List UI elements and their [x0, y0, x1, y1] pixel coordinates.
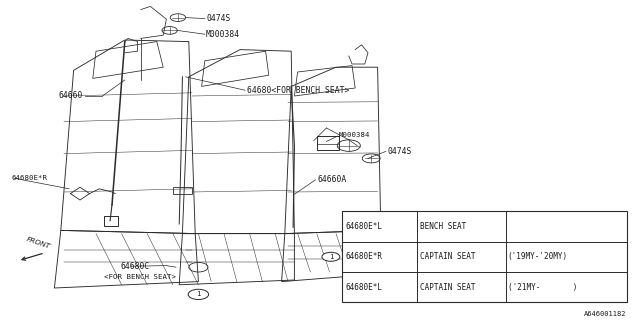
Bar	[317, 136, 339, 150]
Text: BENCH SEAT: BENCH SEAT	[420, 222, 467, 231]
Text: ('19MY-'20MY): ('19MY-'20MY)	[508, 252, 568, 261]
Text: 1: 1	[196, 292, 201, 297]
Text: CAPTAIN SEAT: CAPTAIN SEAT	[420, 283, 476, 292]
Text: 64680E*R: 64680E*R	[12, 175, 47, 181]
Bar	[342, 211, 627, 302]
Text: ('21MY-       ): ('21MY- )	[508, 283, 577, 292]
Bar	[104, 216, 118, 226]
Text: 64660A: 64660A	[317, 175, 347, 184]
Text: <FOR BENCH SEAT>: <FOR BENCH SEAT>	[104, 275, 175, 280]
Circle shape	[322, 252, 340, 261]
Bar	[173, 187, 192, 194]
Text: 64680E*R: 64680E*R	[346, 252, 383, 261]
Text: 64660: 64660	[59, 92, 83, 100]
Text: M000384: M000384	[206, 30, 240, 39]
Text: FRONT: FRONT	[26, 236, 51, 250]
Text: A646001182: A646001182	[584, 311, 626, 316]
Text: 64680<FOR BENCH SEAT>: 64680<FOR BENCH SEAT>	[247, 86, 349, 95]
Text: 64680E*L: 64680E*L	[346, 222, 383, 231]
Text: 0474S: 0474S	[206, 14, 230, 23]
Text: 64680C: 64680C	[120, 262, 150, 271]
Text: 0474S: 0474S	[388, 147, 412, 156]
Text: CAPTAIN SEAT: CAPTAIN SEAT	[420, 252, 476, 261]
Text: 1: 1	[329, 254, 333, 260]
Text: 64680E*L: 64680E*L	[346, 283, 383, 292]
Text: M000384: M000384	[339, 132, 371, 138]
